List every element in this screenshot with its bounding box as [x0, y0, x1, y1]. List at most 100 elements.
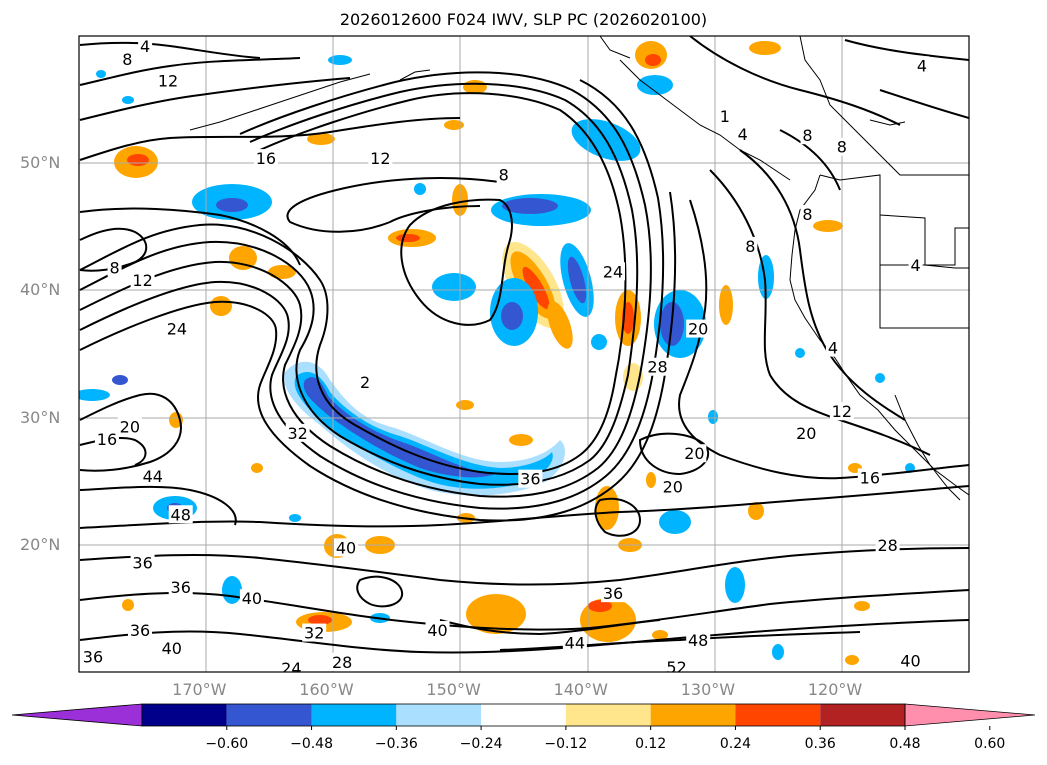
- lon-tick-label: 140°W: [553, 680, 608, 699]
- contour-label: 48: [688, 631, 708, 650]
- colorbar-bin: [820, 704, 905, 726]
- contour-label: 28: [647, 358, 667, 377]
- contour-label-bg: [94, 430, 119, 449]
- map-frame: [78, 35, 970, 673]
- colorbar-bin: [735, 704, 821, 726]
- contour-label-bg: [425, 621, 450, 640]
- contour-label: 8: [122, 50, 132, 69]
- contour-label-bg: [120, 49, 135, 68]
- contour-label: 8: [110, 259, 120, 278]
- contour-label: 40: [336, 538, 356, 557]
- contour-label: 40: [427, 621, 447, 640]
- contour-label-bg: [285, 423, 310, 442]
- contour-label: 1: [720, 107, 730, 126]
- contour-label: 20: [688, 320, 708, 339]
- contour-label-bg: [168, 505, 193, 524]
- contour-label-bg: [664, 657, 689, 672]
- contour-label-bg: [834, 137, 849, 156]
- contour-label: 24: [603, 262, 623, 281]
- contour-label-bg: [159, 638, 184, 657]
- colorbar-bin: [481, 704, 566, 726]
- contour-label-bg: [857, 468, 882, 487]
- contour-label: 24: [167, 320, 187, 339]
- contour-label-bg: [800, 126, 815, 145]
- contour-label: 4: [828, 339, 838, 358]
- contour-label-bg: [330, 652, 355, 671]
- colorbar-tick-label: 0.48: [889, 736, 921, 752]
- contour-label-bg: [601, 584, 625, 603]
- map-title: 2026012600 F024 IWV, SLP PC (2026020100): [339, 10, 708, 29]
- contour-label: 44: [565, 634, 585, 653]
- colorbar-max-extension: [904, 703, 1036, 727]
- contour-label: 16: [860, 468, 880, 487]
- contour-label-bg: [898, 651, 923, 670]
- contour-label: 12: [370, 149, 390, 168]
- contour-label-bg: [825, 338, 840, 357]
- lon-tick-label: 170°W: [172, 680, 227, 699]
- colorbar-tick-label: −0.12: [544, 736, 588, 752]
- contour-label-bg: [875, 535, 900, 554]
- contour-label-bg: [660, 477, 685, 496]
- contour-label: 20: [684, 444, 704, 463]
- contour-label-bg: [138, 37, 153, 56]
- contour-label-bg: [239, 589, 264, 608]
- contour-label: 52: [666, 658, 686, 677]
- contour-label-bg: [302, 623, 327, 642]
- contour-label-bg: [107, 258, 122, 277]
- contour-label: 2: [360, 373, 370, 392]
- contour-label-bg: [717, 107, 732, 126]
- contour-label: 12: [832, 402, 852, 421]
- contour-label-bg: [368, 149, 393, 168]
- contour-label: 40: [242, 589, 262, 608]
- positive-anomaly-patches: [114, 41, 870, 665]
- contour-label: 44: [143, 467, 163, 486]
- contour-label: 40: [900, 652, 920, 671]
- contour-label-bg: [253, 149, 278, 168]
- colorbar-bin: [142, 704, 227, 726]
- lat-tick-label: 30°N: [20, 407, 61, 427]
- contour-label: 40: [162, 639, 182, 658]
- contour-label-bg: [601, 262, 625, 281]
- lon-tick-label: 150°W: [426, 680, 481, 699]
- colorbar-min-extension: [11, 703, 143, 727]
- contour-label-bg: [645, 357, 670, 376]
- contour-label-bg: [334, 538, 358, 557]
- contour-label: 36: [132, 554, 152, 573]
- colorbar-tick-label: −0.36: [374, 736, 418, 752]
- contour-label: 32: [288, 424, 308, 443]
- colorbar-tick-label: 0.24: [719, 736, 752, 752]
- contour-label-bg: [156, 71, 180, 90]
- contour-label: 48: [171, 505, 191, 524]
- contour-label: 12: [132, 271, 152, 290]
- contour-label: 4: [140, 37, 150, 56]
- contour-label: 28: [332, 653, 352, 672]
- negative-anomaly-patches: [79, 55, 915, 660]
- contour-label: 24: [281, 659, 301, 678]
- contour-label-bg: [562, 633, 587, 652]
- lon-tick-label: 160°W: [299, 680, 354, 699]
- contour-label: 16: [97, 430, 117, 449]
- contour-label: 36: [83, 648, 103, 667]
- contour-label-bg: [496, 165, 511, 184]
- contour-label-bg: [117, 417, 142, 436]
- contour-label-bg: [130, 271, 155, 290]
- contour-label-bg: [794, 423, 819, 442]
- contour-label-bg: [279, 659, 304, 672]
- colorbar-tick-label: 0.36: [804, 736, 836, 752]
- contour-label: 8: [499, 166, 509, 185]
- contour-label: 20: [663, 477, 683, 496]
- colorbar-tick-label: −0.60: [205, 736, 249, 752]
- contour-label: 8: [802, 126, 812, 145]
- contour-label: 8: [745, 237, 755, 256]
- colorbar-bin: [650, 704, 736, 726]
- contour-label-bg: [168, 577, 193, 596]
- colorbar-tick-label: −0.24: [459, 736, 503, 752]
- lat-tick-label: 20°N: [20, 534, 61, 554]
- contour-label: 36: [171, 578, 191, 597]
- colorbar-bin: [396, 704, 482, 726]
- contour-label-bg: [743, 236, 758, 255]
- contour-label: 36: [603, 584, 623, 603]
- contour-label-bg: [686, 319, 711, 338]
